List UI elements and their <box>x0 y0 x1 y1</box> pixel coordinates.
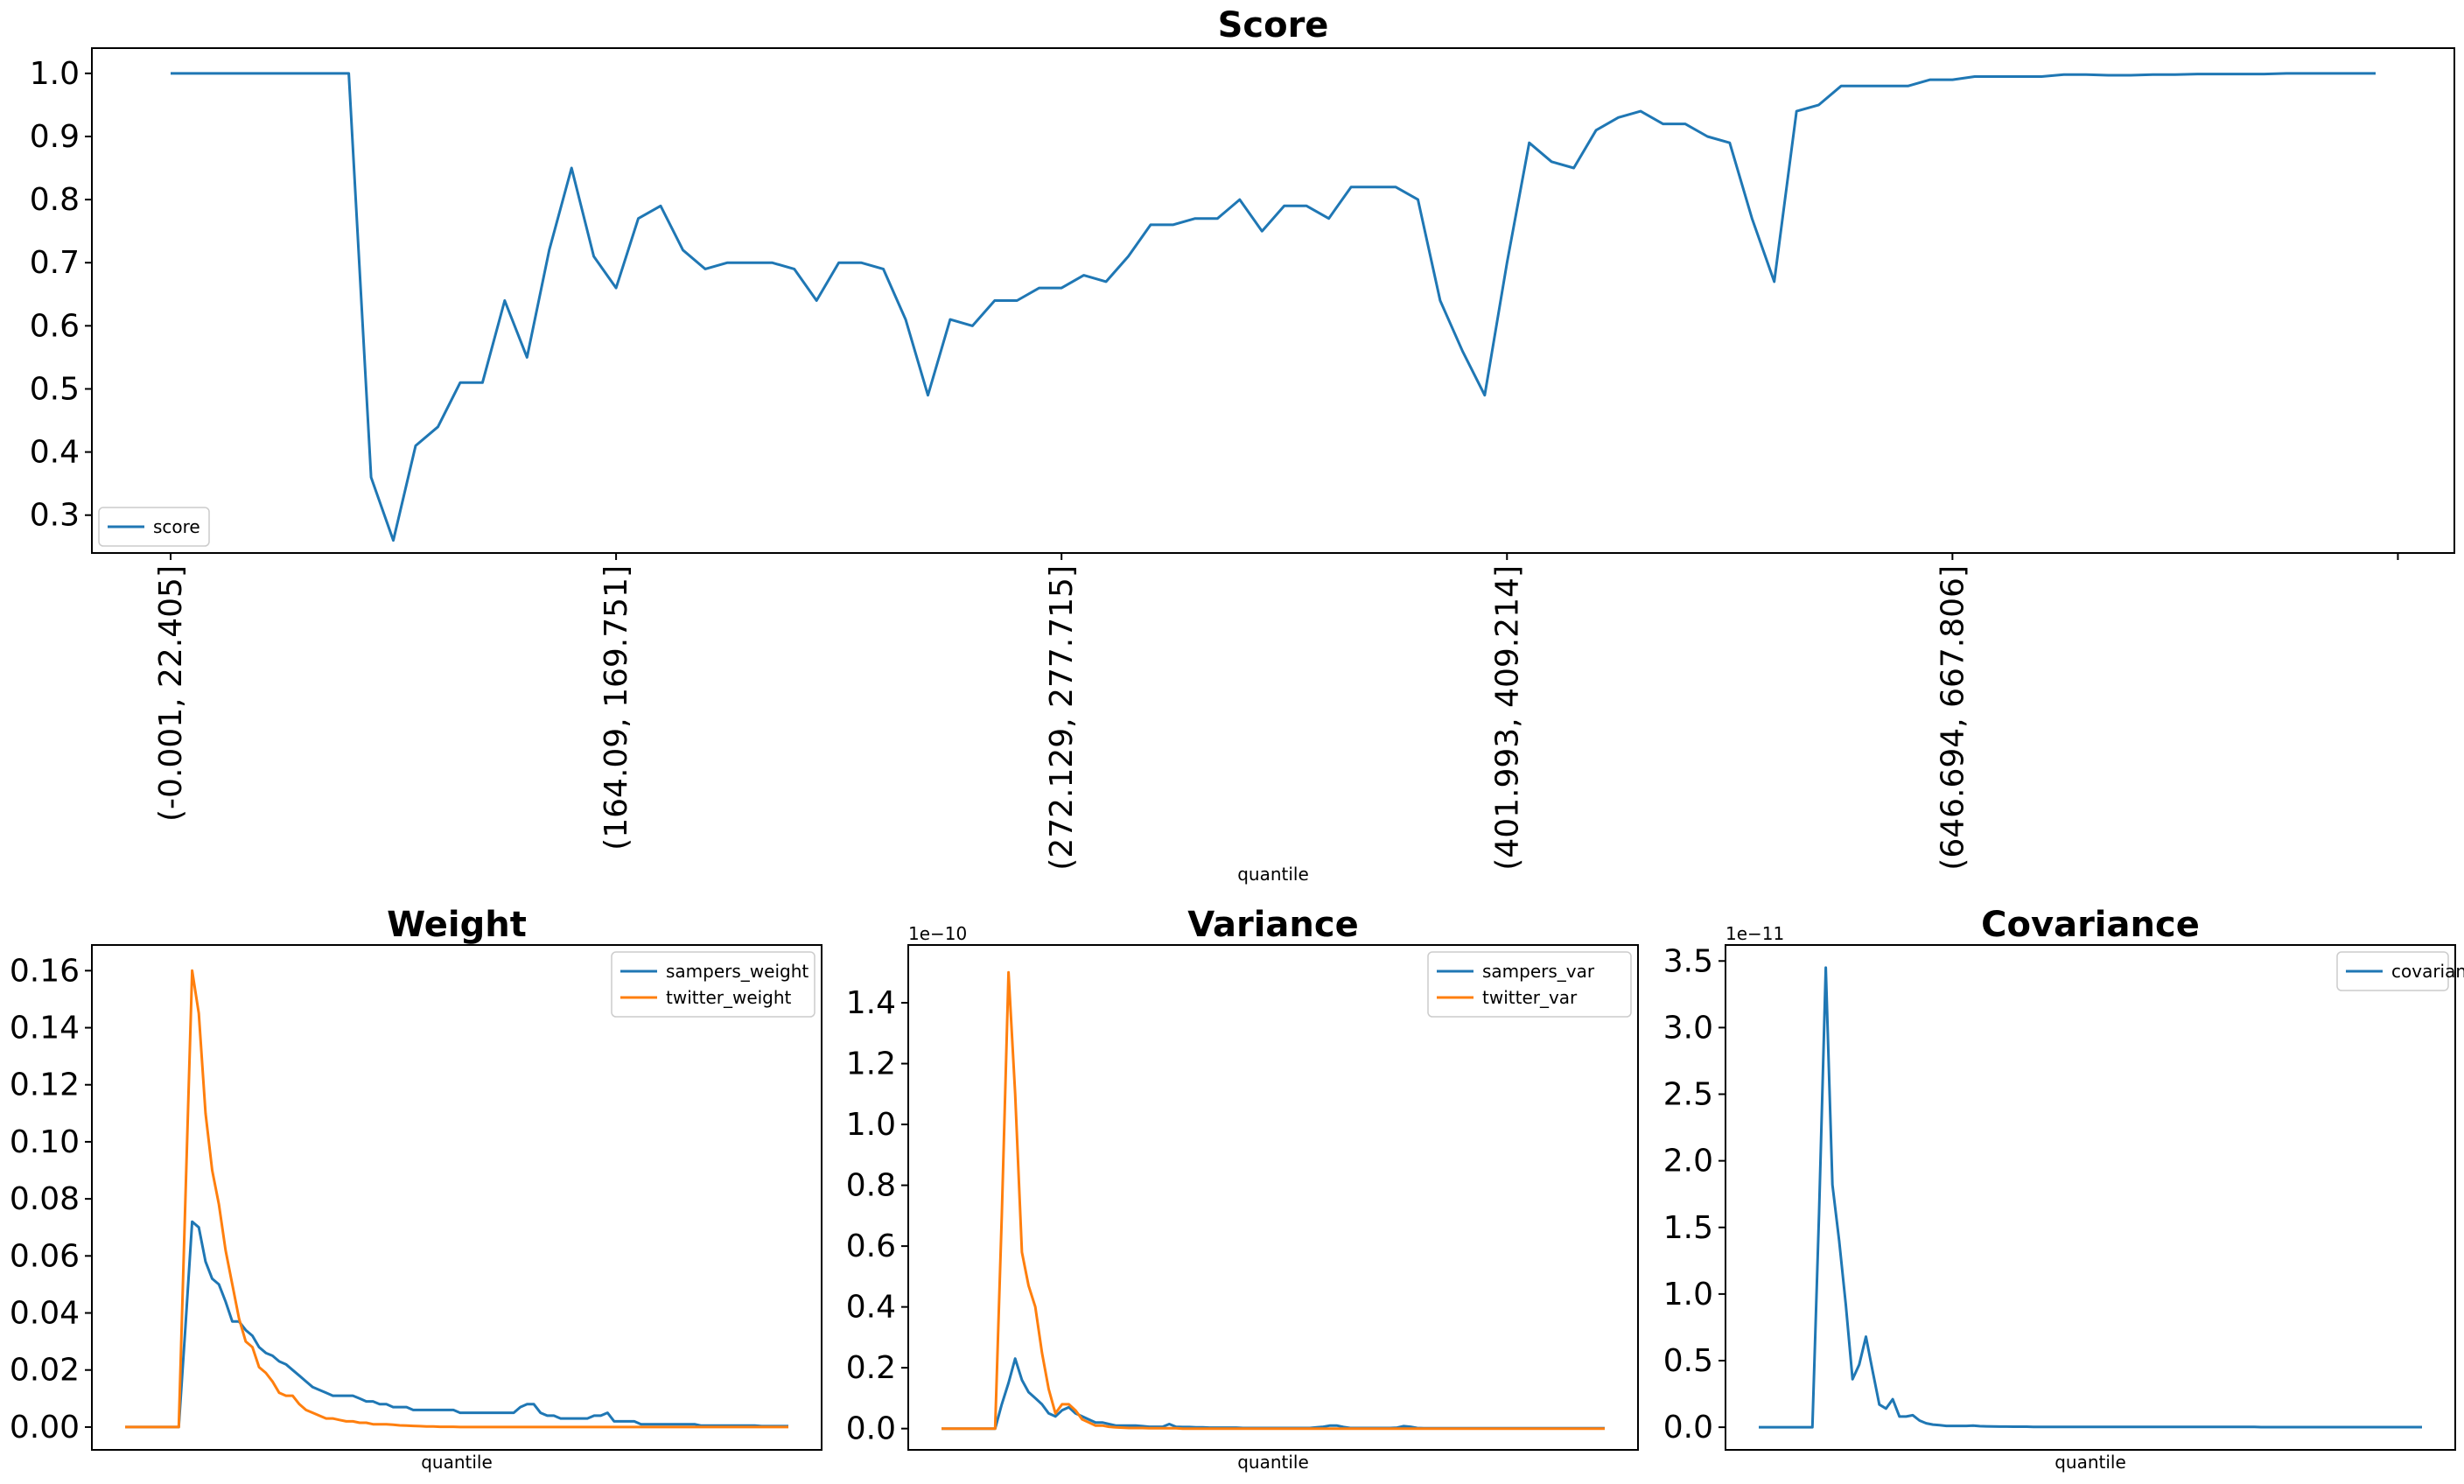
variance-series-line-sampers-var <box>942 1357 1605 1431</box>
score-legend-label: score <box>153 516 200 537</box>
variance-ytick-label: 0.8 <box>846 1168 896 1204</box>
variance-ytick-label: 0.6 <box>846 1228 896 1264</box>
score-ytick-label: 0.6 <box>30 308 80 344</box>
variance-ytick-label: 0.2 <box>846 1350 896 1386</box>
weight-legend: sampers_weight twitter_weight <box>611 951 816 1018</box>
variance-legend-box <box>1427 951 1632 1018</box>
score-plot: 0.3 0.4 0.5 0.6 0.7 0.8 0.9 1.0 (-0.001, 22.405]… <box>30 47 2455 871</box>
variance-ytick-label: 1.2 <box>846 1046 896 1082</box>
variance-ytick-label: 0.4 <box>846 1290 896 1326</box>
variance-panel: Variance 1e−10 0.0 0.2 0.4 0.6 0.8 1.0 1.2 1.4 s… <box>846 905 1639 1473</box>
score-ytick-label: 0.7 <box>30 245 80 281</box>
weight-ytick-label: 0.12 <box>10 1068 80 1103</box>
covariance-scale-label: 1e−11 <box>1726 923 1784 944</box>
weight-ytick-label: 0.10 <box>10 1124 80 1160</box>
weight-title: Weight <box>387 905 527 945</box>
covariance-legend-box <box>2336 951 2449 991</box>
weight-plot: 0.00 0.02 0.04 0.06 0.08 0.10 0.12 0.14 0.16 samp… <box>10 944 822 1451</box>
score-legend: score <box>98 507 210 547</box>
variance-legend-label: sampers_var <box>1482 961 1595 982</box>
weight-ytick-label: 0.06 <box>10 1238 80 1274</box>
weight-ytick-label: 0.16 <box>10 953 80 989</box>
covariance-panel: Covariance 1e−11 0.0 0.5 1.0 1.5 2.0 2.5 3.0 3.… <box>1663 905 2464 1473</box>
covariance-plot: 0.0 0.5 1.0 1.5 2.0 2.5 3.0 3.5 covariance <box>1663 943 2464 1451</box>
score-ytick-label: 0.9 <box>30 119 80 155</box>
variance-title: Variance <box>1187 905 1359 945</box>
score-xlabel: quantile <box>1237 864 1309 885</box>
weight-xlabel: quantile <box>421 1452 493 1473</box>
weight-legend-box <box>611 951 816 1018</box>
variance-xlabel: quantile <box>1237 1452 1309 1473</box>
weight-legend-label: sampers_weight <box>666 961 808 982</box>
weight-ytick-label: 0.02 <box>10 1353 80 1389</box>
covariance-ytick-label: 0.0 <box>1663 1410 1713 1446</box>
variance-ytick-label: 0.0 <box>846 1411 896 1447</box>
score-xtick-label: (646.694, 667.806] <box>1935 565 1970 871</box>
covariance-legend: covariance <box>2336 951 2464 991</box>
score-xtick-label: (272.129, 277.715] <box>1044 565 1080 871</box>
weight-series-line-twitter-weight <box>125 969 788 1429</box>
covariance-axes-frame <box>1725 944 2456 1451</box>
covariance-ytick-label: 1.0 <box>1663 1277 1713 1312</box>
variance-scale-label: 1e−10 <box>908 923 967 944</box>
covariance-ytick-label: 3.0 <box>1663 1010 1713 1046</box>
variance-ytick-label: 1.0 <box>846 1107 896 1143</box>
score-ytick-label: 0.5 <box>30 371 80 407</box>
covariance-title: Covariance <box>1981 905 2200 945</box>
weight-ytick-label: 0.08 <box>10 1181 80 1217</box>
score-ytick-label: 1.0 <box>30 56 80 92</box>
variance-axes-frame <box>907 944 1639 1451</box>
variance-ytick-label: 1.4 <box>846 985 896 1021</box>
covariance-ytick-label: 2.5 <box>1663 1077 1713 1113</box>
score-ytick-label: 0.3 <box>30 498 80 534</box>
score-axes-frame <box>91 47 2455 554</box>
weight-panel: Weight 0.000.020.040.060.080.100.120.140… <box>10 905 822 1473</box>
covariance-ytick-label: 3.5 <box>1663 943 1713 979</box>
score-series-line-score <box>171 72 2376 542</box>
score-xtick-label: (401.993, 409.214] <box>1489 565 1525 871</box>
covariance-series-line-covariance <box>1759 966 2422 1429</box>
covariance-ytick-label: 0.5 <box>1663 1343 1713 1379</box>
variance-plot: 0.0 0.2 0.4 0.6 0.8 1.0 1.2 1.4 sampers_vartwitt… <box>846 944 1639 1451</box>
score-legend-box <box>98 507 210 547</box>
score-panel: Score 0.3 0.4 0.5 0.6 0.7 0.8 0.9 1.0 (-0.001, 2… <box>30 5 2455 885</box>
covariance-xlabel: quantile <box>2054 1452 2126 1473</box>
weight-axes-frame <box>91 944 822 1451</box>
score-xtick-label: (-0.001, 22.405] <box>153 565 189 822</box>
variance-series-line-twitter-var <box>942 970 1605 1431</box>
weight-ytick-label: 0.14 <box>10 1011 80 1046</box>
score-xtick-label: (164.09, 169.751] <box>598 565 634 850</box>
variance-legend-label: twitter_var <box>1482 987 1578 1008</box>
weight-series-line-sampers-weight <box>125 1220 788 1429</box>
weight-ytick-label: 0.00 <box>10 1410 80 1446</box>
variance-legend: sampers_var twitter_var <box>1427 951 1632 1018</box>
score-ytick-label: 0.4 <box>30 435 80 471</box>
covariance-legend-label: covariance <box>2391 961 2464 982</box>
score-title: Score <box>1218 5 1329 46</box>
weight-legend-label: twitter_weight <box>666 987 792 1008</box>
score-ytick-label: 0.8 <box>30 182 80 218</box>
covariance-ytick-label: 1.5 <box>1663 1210 1713 1246</box>
covariance-ytick-label: 2.0 <box>1663 1144 1713 1180</box>
weight-ytick-label: 0.04 <box>10 1296 80 1332</box>
